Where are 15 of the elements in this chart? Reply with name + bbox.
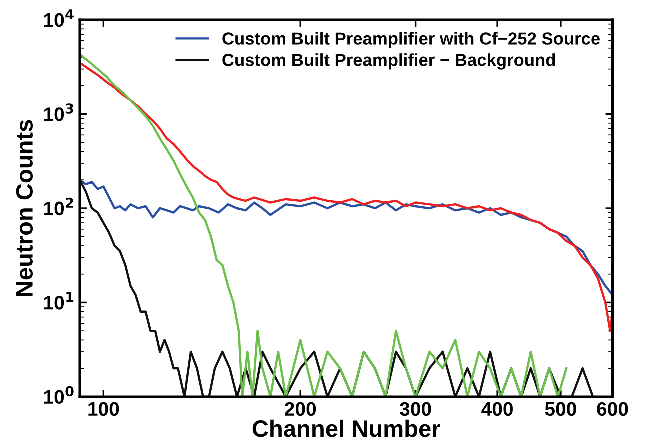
y-tick-label: 10$^{3}$ bbox=[44, 104, 74, 122]
legend-label: Custom Built Preamplifier with Cf−252 Source bbox=[222, 32, 600, 48]
x-tick-label: 600 bbox=[597, 402, 628, 416]
x-tick-label: 500 bbox=[545, 402, 576, 416]
y-tick-label: 10$^{2}$ bbox=[44, 198, 74, 216]
x-axis-title: Channel Number bbox=[252, 420, 440, 438]
y-axis-title: Neutron Counts bbox=[16, 120, 34, 296]
y-tick-label: 10$^{0}$ bbox=[44, 386, 74, 404]
x-tick-label: 200 bbox=[285, 402, 316, 416]
x-tick-label: 300 bbox=[400, 402, 432, 416]
y-tick-label: 10$^{4}$ bbox=[44, 10, 74, 28]
x-tick-label: 100 bbox=[88, 402, 120, 416]
legend-label: Custom Built Preamplifier − Background bbox=[222, 54, 556, 70]
y-tick-label: 10$^{1}$ bbox=[44, 292, 74, 310]
x-tick-label: 400 bbox=[482, 402, 513, 416]
